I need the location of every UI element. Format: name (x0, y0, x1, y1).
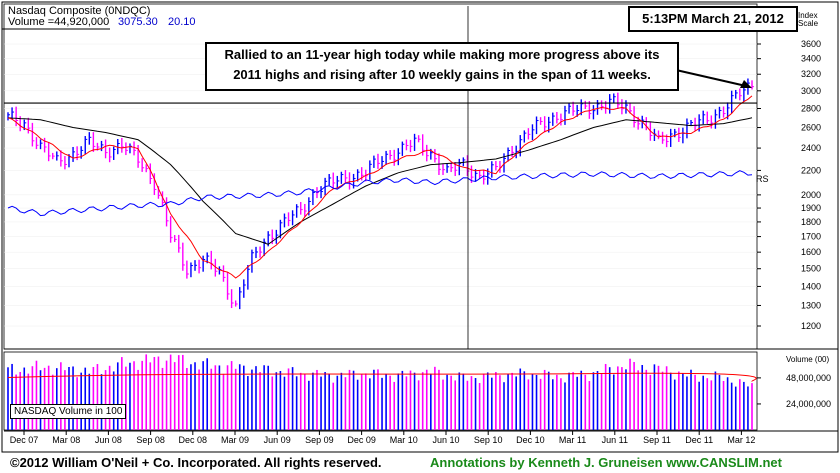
y-tick-label: 2800 (801, 104, 821, 114)
x-tick-label: Jun 11 (602, 435, 628, 445)
volume-tick-label: 24,000,000 (786, 399, 831, 409)
annotation-arrowhead (740, 80, 752, 88)
moving-average-short (7, 95, 753, 279)
x-tick-label: Dec 07 (10, 435, 39, 445)
price-readout: 3075.30 (118, 16, 158, 28)
x-tick-label: Dec 11 (685, 435, 713, 445)
x-tick-label: Sep 11 (643, 435, 671, 445)
y-tick-label: 3400 (801, 54, 821, 64)
x-tick-label: Mar 08 (52, 435, 80, 445)
x-tick-label: Dec 08 (179, 435, 208, 445)
volume-legend: NASDAQ Volume in 100 (10, 404, 127, 419)
x-tick-label: Jun 09 (264, 435, 291, 445)
copyright: ©2012 William O'Neil + Co. Incorporated.… (10, 455, 382, 470)
y-tick-label: 1900 (801, 203, 821, 213)
y-tick-label: 1300 (801, 300, 821, 310)
x-tick-label: Jun 10 (432, 435, 459, 445)
x-tick-label: Jun 08 (95, 435, 122, 445)
x-axis-ticks: Dec 07 Mar 08 Jun 08 Sep 08 Dec 08 Mar 09 Jun … (10, 431, 755, 445)
y-axis-ticks: 3600 3400 3200 3000 2800 2600 2400 2200 2000 1900… (757, 39, 821, 331)
change-readout: 20.10 (168, 16, 196, 28)
y-tick-label: 2200 (801, 165, 821, 175)
y-tick-label: 3200 (801, 69, 821, 79)
annotation-line-2: 2011 highs and rising after 10 weekly ga… (233, 67, 651, 82)
moving-average-long (7, 117, 753, 245)
volume-panel-frame (3, 351, 758, 431)
x-tick-label: Sep 10 (474, 435, 503, 445)
volume-readout: Volume =44,920,000 (8, 16, 109, 28)
y-tick-label: 3000 (801, 86, 821, 96)
x-tick-label: Sep 09 (305, 435, 334, 445)
index-name: Nasdaq Composite (0NDQC) (8, 5, 150, 17)
y-tick-label: 2000 (801, 190, 821, 200)
x-tick-label: Dec 10 (516, 435, 545, 445)
annotation-arrow (675, 69, 747, 87)
rs-label: RS (756, 174, 769, 184)
volume-tick-label: 48,000,000 (786, 373, 831, 383)
y-tick-label: 2600 (801, 123, 821, 133)
volume-bars: 48,000,000 24,000,000 (7, 354, 831, 430)
volume-axis-title: Volume (00) (786, 355, 829, 364)
relative-strength-line (7, 170, 753, 217)
x-tick-label: Sep 08 (136, 435, 165, 445)
series-lines (7, 95, 753, 279)
x-tick-label: Mar 09 (221, 435, 249, 445)
annotation-line-1: Rallied to an 11-year high today while m… (224, 47, 660, 62)
x-tick-label: Mar 10 (390, 435, 418, 445)
index-scale-label-2: Scale (798, 19, 819, 28)
y-tick-label: 2400 (801, 143, 821, 153)
x-tick-label: Mar 12 (727, 435, 755, 445)
y-tick-label: 1200 (801, 321, 821, 331)
timestamp-box: 5:13PM March 21, 2012 (628, 6, 798, 32)
index-scale-label-1: Index (798, 11, 818, 20)
volume-average-line (7, 372, 757, 383)
y-tick-label: 3600 (801, 39, 821, 49)
credit: Annotations by Kenneth J. Gruneisen www.… (430, 455, 782, 470)
y-tick-label: 1500 (801, 264, 821, 274)
y-tick-label: 1600 (801, 247, 821, 257)
y-tick-label: 1700 (801, 232, 821, 242)
y-tick-label: 1800 (801, 217, 821, 227)
annotation-box: Rallied to an 11-year high today while m… (205, 42, 679, 91)
x-tick-label: Mar 11 (559, 435, 586, 445)
x-tick-label: Dec 09 (347, 435, 376, 445)
y-tick-label: 1400 (801, 281, 821, 291)
